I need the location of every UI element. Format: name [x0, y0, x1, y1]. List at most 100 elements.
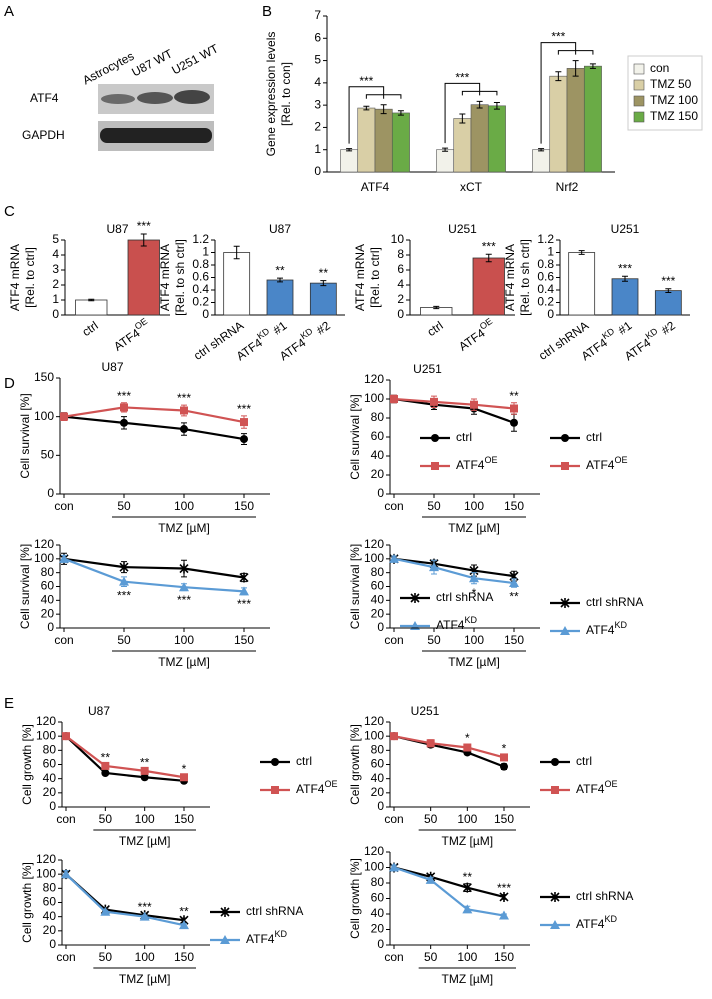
significance: ** [179, 904, 189, 918]
significance: ** [140, 756, 150, 770]
error-bar [277, 277, 283, 283]
y-tick-label: 60 [371, 579, 385, 593]
significance: * [465, 731, 470, 745]
y-tick-label: 100 [364, 551, 384, 565]
legend-label-part: ATF4 [436, 618, 465, 632]
y-tick-label: 0 [202, 307, 209, 321]
y-tick-label: 100 [34, 551, 54, 565]
bar [340, 149, 359, 173]
panel-letter: D [4, 375, 15, 392]
chart-title: U251 [611, 222, 640, 236]
marker [499, 910, 509, 920]
legend-label-part: ctrl [456, 430, 472, 444]
line [393, 557, 515, 585]
x-tick-label: 100 [464, 633, 484, 647]
chart-title: U251 [448, 222, 477, 236]
x-axis-label: TMZ [µM] [158, 521, 210, 535]
x-tick-label-part: #1 [616, 318, 635, 337]
x-axis-label: TMZ [µM] [448, 521, 500, 535]
bar [583, 65, 602, 173]
error-bar [476, 100, 483, 109]
y-tick-label: 20 [371, 922, 385, 936]
y-tick-label: 0 [314, 164, 321, 178]
x-tick-label: 50 [424, 812, 438, 826]
chart-title: U87 [269, 222, 291, 236]
y-tick-label: 20 [371, 785, 385, 799]
significance: *** [497, 881, 511, 895]
x-tick-label: con [384, 950, 403, 964]
y-tick-label: 2 [52, 277, 59, 291]
marker [431, 434, 439, 442]
x-tick-label: Nrf2 [556, 180, 579, 194]
y-tick-label: 100 [34, 409, 54, 423]
legend-label: ATF4KD [436, 615, 477, 632]
legend-label-part: KD [604, 914, 617, 924]
marker [139, 911, 150, 921]
line [393, 735, 505, 768]
bar [436, 149, 455, 173]
legend-swatch [633, 95, 645, 107]
y-tick-label: 150 [34, 370, 54, 384]
y-axis-label: Gene expression levels [264, 32, 278, 157]
marker [140, 766, 149, 775]
chart-title: U87 [106, 222, 128, 236]
legend-label-part: ctrl [296, 754, 312, 768]
line [65, 873, 185, 927]
y-tick-label: 7 [314, 8, 321, 22]
line [393, 866, 505, 917]
bar [549, 75, 568, 173]
marker [560, 626, 570, 635]
line [65, 735, 185, 779]
x-tick-label: ATF4 [361, 180, 390, 194]
legend-label-part: OE [614, 455, 627, 465]
y-tick-label: 40 [43, 909, 57, 923]
marker [120, 418, 128, 427]
line [393, 397, 515, 410]
row-label: GAPDH [22, 128, 65, 142]
chart-title: U87 [101, 360, 123, 374]
x-tick-label: con [56, 950, 75, 964]
y-tick-label: 0 [47, 486, 54, 500]
marker [180, 773, 188, 782]
axis [389, 722, 530, 808]
y-axis-label: Cell survival [%] [18, 393, 32, 478]
x-tick-label: con [384, 812, 403, 826]
y-tick-label: 80 [371, 565, 385, 579]
legend-label-part: ATF4 [246, 932, 275, 946]
error-bar [665, 288, 672, 293]
marker [550, 920, 560, 929]
error-bar [485, 253, 492, 263]
legend-label-part: ATF4 [586, 623, 615, 637]
y-axis-label: ATF4 mRNA [158, 244, 172, 311]
y-tick-label: 120 [34, 537, 54, 551]
y-tick-label: 80 [43, 743, 57, 757]
panel-letter: C [4, 203, 15, 220]
marker [509, 578, 519, 588]
significance: ** [101, 751, 111, 765]
axis [61, 722, 210, 808]
marker [220, 907, 230, 917]
line [63, 557, 245, 593]
x-axis-label: TMZ [µM] [442, 834, 494, 848]
y-axis-label: Cell growth [%] [348, 858, 362, 939]
x-tick-label: 150 [174, 812, 194, 826]
marker [119, 562, 129, 573]
band [174, 90, 210, 104]
significance: *** [237, 597, 251, 611]
y-axis-label: Cell growth [%] [20, 862, 34, 943]
bar [487, 105, 506, 173]
x-tick-label: 100 [174, 499, 194, 513]
x-tick-label-part: ctrl [425, 319, 446, 340]
legend-label: ctrl [456, 430, 472, 444]
y-tick-label: 20 [43, 923, 57, 937]
x-tick-label-part: #1 [271, 318, 290, 337]
bar [75, 299, 108, 316]
bar [566, 68, 585, 173]
legend-label: ctrl [576, 754, 592, 768]
marker [551, 758, 559, 766]
line [65, 735, 185, 782]
x-tick-label: 50 [424, 950, 438, 964]
x-tick-label: 50 [99, 812, 113, 826]
legend-label-part: ctrl shRNA [586, 595, 643, 609]
x-tick-label: 100 [464, 499, 484, 513]
